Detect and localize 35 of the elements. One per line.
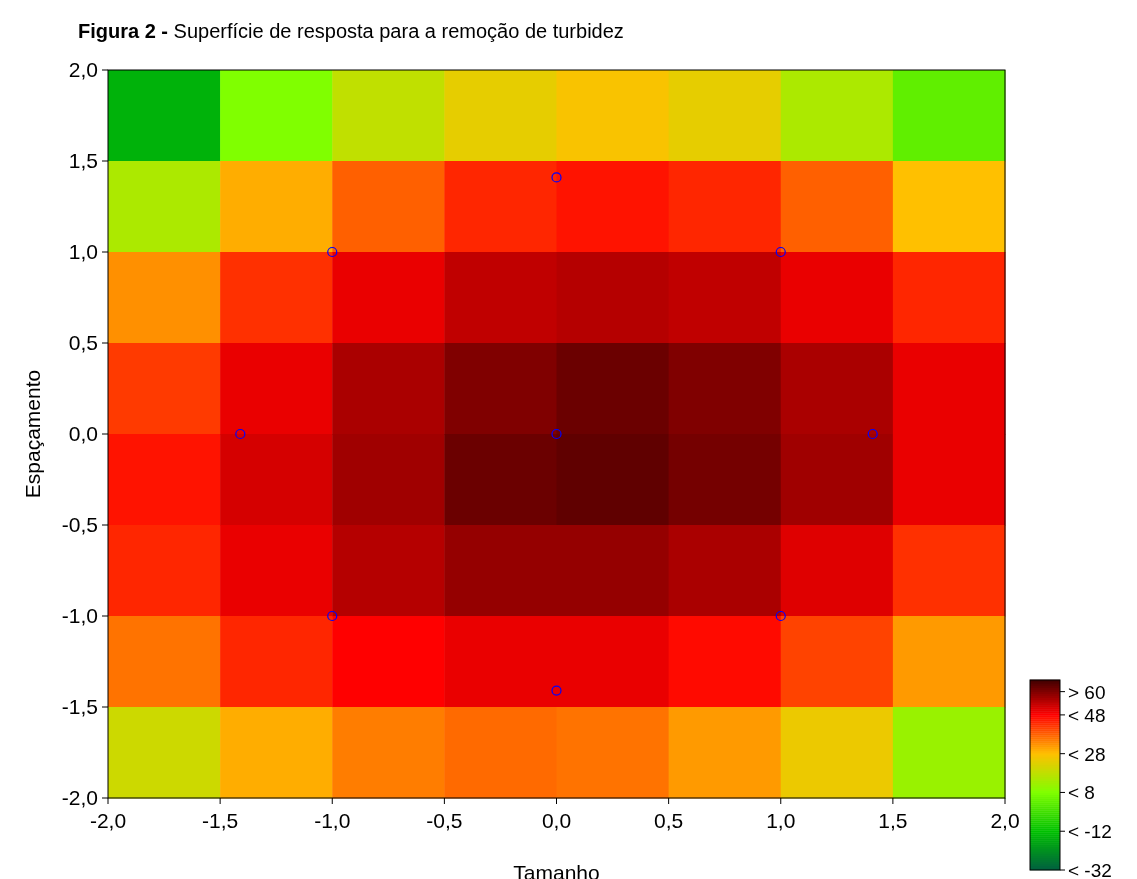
y-tick-label: 1,0: [68, 240, 98, 263]
y-tick-label: 0,5: [68, 331, 98, 354]
y-tick-label: -1,0: [61, 604, 98, 627]
color-bar-label: < -32: [1068, 860, 1112, 879]
y-tick-label: 0,0: [68, 422, 98, 445]
chart-title: Figura 2 - Superfície de resposta para a remoção de turbidez: [78, 20, 624, 42]
x-tick-label: 1,5: [878, 809, 908, 832]
x-tick-label: 1,0: [766, 809, 796, 832]
y-tick-label: 2,0: [68, 58, 98, 81]
point: [867, 428, 878, 440]
x-tick-label: -1,0: [314, 809, 351, 832]
color-bar-label: > 60: [1068, 681, 1106, 703]
color-bar-label: < 8: [1068, 782, 1095, 804]
y-tick-label: 1,5: [68, 149, 98, 172]
x-tick-label: -0,5: [426, 809, 463, 832]
y-tick-label: -0,5: [61, 513, 98, 536]
point: [327, 246, 338, 258]
color-bar-label: < -12: [1068, 821, 1112, 843]
y-axis-title: Espaçamento: [21, 369, 44, 499]
color-bar-label: < 48: [1068, 704, 1106, 726]
color-bar-label: < 28: [1068, 743, 1106, 765]
y-tick-label: -1,5: [61, 695, 98, 718]
x-tick-label: 0,5: [654, 809, 684, 832]
point: [775, 246, 786, 258]
point: [235, 428, 246, 440]
point: [775, 610, 786, 622]
point: [327, 610, 338, 622]
x-tick-label: 0,0: [541, 809, 572, 832]
x-tick-label: -2,0: [89, 809, 127, 832]
point: [551, 428, 562, 440]
y-tick-label: -2,0: [61, 786, 98, 809]
point: [551, 172, 562, 183]
point: [551, 685, 562, 696]
x-tick-label: 2,0: [990, 809, 1020, 832]
x-tick-label: -1,5: [202, 809, 239, 832]
